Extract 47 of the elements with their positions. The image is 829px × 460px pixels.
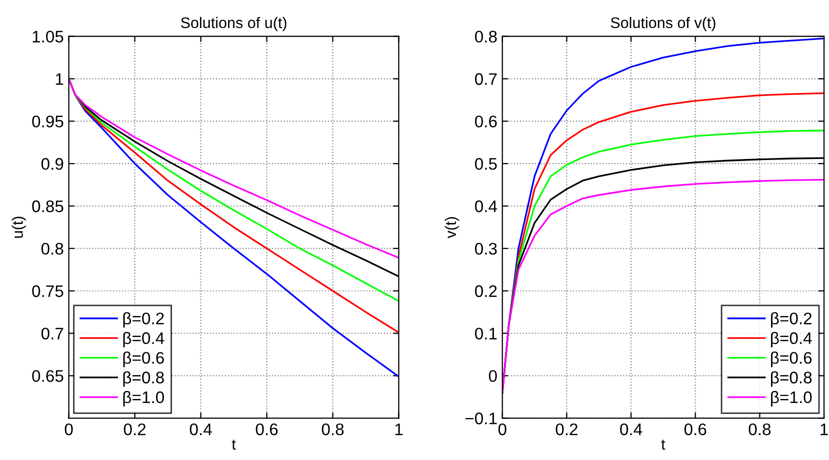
legend-label: β=0.8 bbox=[771, 371, 812, 387]
legend-label: β=0.6 bbox=[771, 352, 812, 368]
chart-title: Solutions of u(t) bbox=[180, 16, 286, 32]
y-tick-label: 0.7 bbox=[474, 73, 497, 85]
x-tick-label: 0.2 bbox=[556, 423, 578, 436]
x-tick-label: 0.2 bbox=[124, 423, 146, 436]
chart-title: Solutions of v(t) bbox=[610, 16, 716, 32]
y-tick-label: 0.8 bbox=[474, 30, 497, 43]
x-tick-label: 0.8 bbox=[748, 423, 771, 436]
x-tick-label: 1 bbox=[395, 424, 403, 436]
y-tick-label: 0.65 bbox=[32, 370, 64, 382]
legend-label: β=0.2 bbox=[123, 312, 164, 328]
x-axis-title: t bbox=[232, 440, 236, 450]
x-axis-title: t bbox=[661, 440, 666, 450]
legend-label: β=1.0 bbox=[771, 390, 812, 406]
x-tick-label: 0.6 bbox=[684, 423, 706, 436]
legend-label: β=0.4 bbox=[771, 332, 812, 348]
y-tick-label: 0.6 bbox=[474, 116, 497, 128]
y-tick-label: 0 bbox=[488, 370, 497, 382]
x-tick-label: 0 bbox=[498, 423, 506, 436]
y-tick-label: 0.9 bbox=[41, 158, 64, 170]
legend-label: β=0.6 bbox=[123, 352, 164, 368]
y-axis-title: u(t) bbox=[12, 216, 26, 238]
x-tick-label: 0.6 bbox=[256, 423, 278, 436]
legend-label: β=0.8 bbox=[123, 371, 164, 387]
y-tick-label: −0.1 bbox=[465, 412, 497, 424]
x-tick-label: 0 bbox=[64, 423, 73, 436]
y-tick-label: 0.2 bbox=[474, 285, 497, 298]
y-tick-label: 0.3 bbox=[474, 242, 497, 255]
y-tick-label: 0.85 bbox=[32, 200, 64, 212]
legend-label: β=0.2 bbox=[771, 312, 812, 328]
y-axis-title: v(t) bbox=[444, 217, 460, 238]
y-tick-label: 1.05 bbox=[32, 30, 64, 43]
legend-label: β=1.0 bbox=[123, 390, 164, 406]
y-tick-label: 0.4 bbox=[474, 200, 498, 212]
y-tick-label: 1 bbox=[56, 73, 64, 85]
y-tick-label: 0.5 bbox=[474, 158, 497, 170]
x-tick-label: 0.8 bbox=[322, 423, 344, 436]
y-tick-label: 0.95 bbox=[32, 116, 64, 128]
y-tick-label: 0.8 bbox=[41, 242, 64, 255]
legend-label: β=0.4 bbox=[123, 332, 164, 348]
y-tick-label: 0.75 bbox=[32, 285, 64, 298]
x-tick-label: 1 bbox=[820, 424, 828, 436]
y-tick-label: 0.7 bbox=[41, 328, 64, 340]
x-tick-label: 0.4 bbox=[620, 423, 642, 436]
x-tick-label: 0.4 bbox=[190, 423, 212, 436]
y-tick-label: 0.1 bbox=[474, 328, 497, 340]
